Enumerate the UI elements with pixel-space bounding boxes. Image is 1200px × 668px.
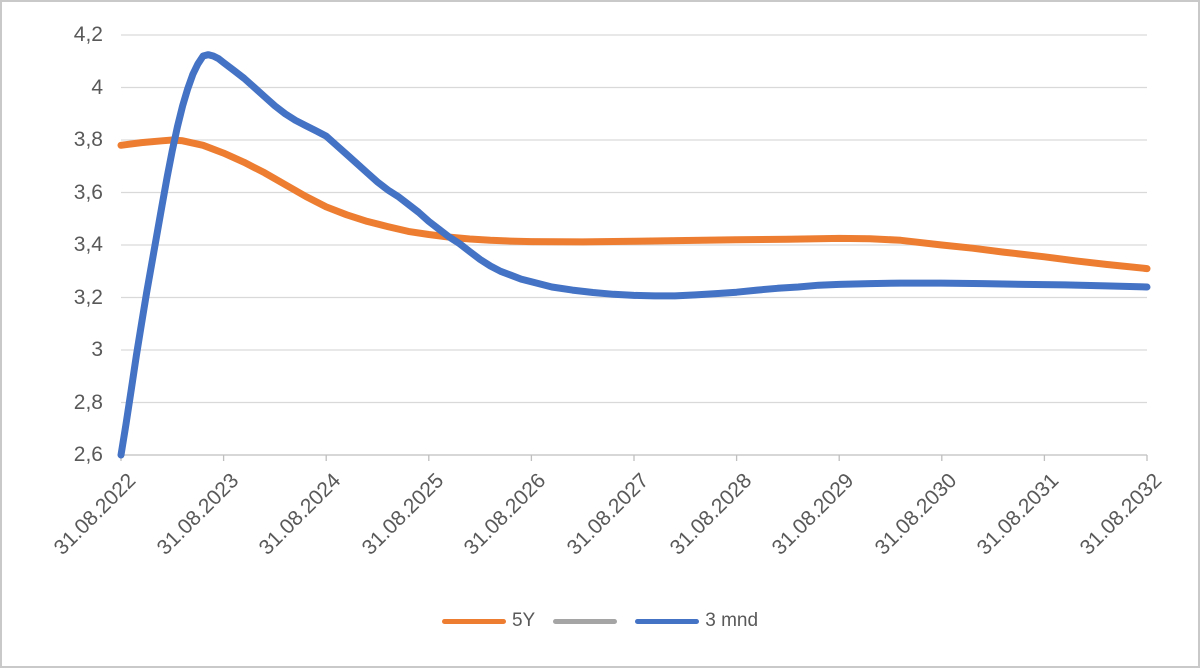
legend-swatch-icon bbox=[635, 618, 700, 624]
legend-label: 5Y bbox=[511, 610, 536, 631]
y-axis-label: 4 bbox=[91, 75, 103, 99]
series-line-3-mnd bbox=[117, 51, 1151, 459]
legend-item: 3 mnd bbox=[635, 610, 758, 632]
legend-item: 5Y bbox=[441, 610, 536, 632]
series-line-5y bbox=[117, 136, 1151, 273]
y-axis-label: 3,2 bbox=[73, 285, 103, 309]
legend-label: 3 mnd bbox=[705, 610, 759, 631]
y-axis-label: 4,2 bbox=[73, 23, 103, 46]
y-axis-label: 3,4 bbox=[73, 233, 103, 256]
legend-item bbox=[553, 618, 618, 624]
chart-legend: 5Y 3 mnd bbox=[2, 610, 1198, 632]
y-axis-label: 3,6 bbox=[73, 180, 103, 204]
legend-swatch-icon bbox=[553, 618, 618, 624]
y-axis-label: 2,6 bbox=[73, 443, 103, 466]
y-axis-label: 3,8 bbox=[73, 128, 103, 151]
legend-swatch-icon bbox=[441, 618, 506, 624]
y-axis-label: 2,8 bbox=[73, 390, 103, 414]
y-axis-label: 3 bbox=[91, 338, 103, 361]
